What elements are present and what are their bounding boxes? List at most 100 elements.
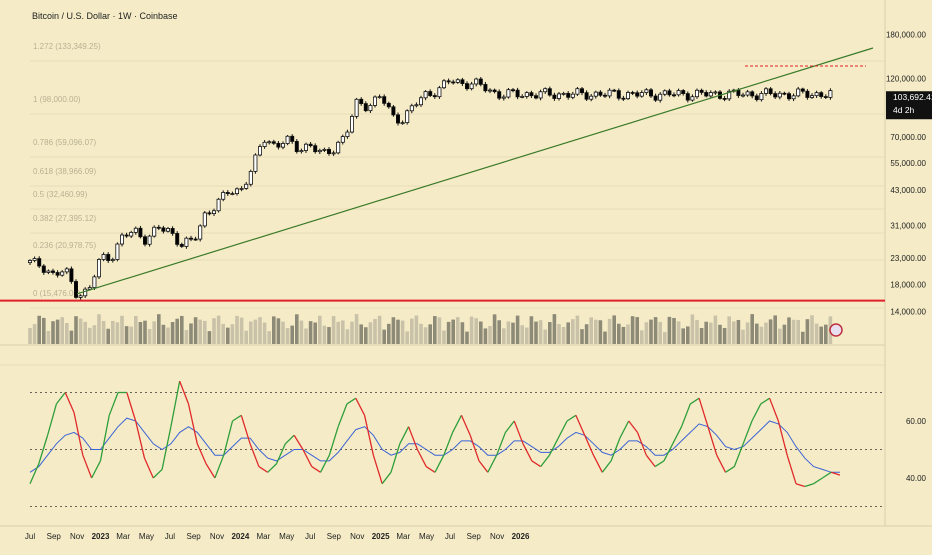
candle-body bbox=[695, 89, 700, 98]
candle-body bbox=[41, 265, 46, 273]
candle-body bbox=[598, 91, 603, 96]
time-tick-label: Jul bbox=[445, 532, 455, 541]
volume-bar bbox=[60, 317, 64, 344]
volume-bar bbox=[327, 327, 331, 344]
volume-bar bbox=[598, 320, 603, 344]
osc-main-segment bbox=[29, 463, 40, 484]
volume-bar bbox=[704, 321, 708, 344]
candle-body bbox=[469, 83, 474, 90]
osc-main-segment bbox=[161, 426, 172, 470]
candle-body bbox=[211, 210, 216, 215]
volume-bar bbox=[552, 314, 557, 344]
candle-body bbox=[262, 141, 267, 147]
osc-main-segment bbox=[214, 454, 225, 479]
candle-body bbox=[161, 227, 166, 232]
volume-bar bbox=[253, 319, 258, 344]
volume-bar bbox=[419, 323, 423, 344]
time-tick-label: May bbox=[419, 532, 434, 541]
candle-body bbox=[267, 141, 272, 144]
volume-bar bbox=[423, 327, 428, 344]
fib-level-label: 1.272 (133,349.25) bbox=[33, 42, 101, 51]
price-tick-label: 70,000.00 bbox=[890, 133, 926, 142]
candle-body bbox=[129, 232, 134, 237]
candle-body bbox=[764, 88, 769, 94]
volume-bar bbox=[304, 328, 308, 344]
candle-body bbox=[791, 95, 796, 100]
price-tick-label: 43,000.00 bbox=[890, 186, 926, 195]
volume-bar bbox=[55, 319, 60, 344]
candle-body bbox=[120, 234, 125, 245]
candle-body bbox=[768, 88, 773, 95]
osc-main-segment bbox=[328, 426, 339, 456]
volume-bar bbox=[147, 328, 152, 344]
osc-main-segment bbox=[628, 420, 639, 433]
candle-body bbox=[230, 193, 235, 195]
volume-bar bbox=[594, 319, 598, 344]
volume-bar bbox=[801, 331, 805, 344]
osc-main-segment bbox=[135, 420, 146, 459]
candle-body bbox=[101, 254, 106, 260]
osc-main-segment bbox=[645, 454, 656, 467]
candle-body bbox=[478, 78, 483, 85]
volume-bar bbox=[681, 328, 685, 344]
osc-main-segment bbox=[443, 432, 454, 456]
candle-body bbox=[409, 105, 414, 112]
osc-main-segment bbox=[768, 397, 779, 422]
osc-main-segment bbox=[319, 454, 330, 473]
time-tick-label: Sep bbox=[327, 532, 342, 541]
volume-bar bbox=[580, 329, 584, 344]
osc-main-segment bbox=[126, 392, 137, 422]
volume-bar bbox=[469, 316, 474, 344]
osc-main-segment bbox=[610, 437, 621, 462]
candle-body bbox=[506, 89, 511, 98]
osc-main-segment bbox=[416, 449, 427, 467]
time-tick-label: 2026 bbox=[512, 532, 530, 541]
candle-body bbox=[115, 243, 120, 260]
volume-bar bbox=[42, 317, 46, 344]
volume-bar bbox=[755, 323, 759, 344]
osc-main-segment bbox=[355, 397, 366, 416]
volume-bar bbox=[313, 322, 317, 344]
candle-body bbox=[782, 92, 787, 95]
volume-bar bbox=[745, 322, 750, 344]
candle-body bbox=[547, 88, 552, 96]
volume-bar bbox=[157, 314, 161, 344]
time-tick-label: Sep bbox=[467, 532, 482, 541]
volume-bar bbox=[216, 315, 221, 344]
candle-body bbox=[345, 131, 350, 137]
candle-body bbox=[649, 89, 654, 97]
candle-body bbox=[676, 90, 681, 96]
volume-bar bbox=[575, 315, 580, 344]
candle-body bbox=[616, 90, 621, 99]
volume-bar bbox=[281, 321, 285, 344]
candle-body bbox=[202, 212, 207, 227]
candle-body bbox=[639, 92, 644, 97]
volume-bar bbox=[805, 319, 810, 344]
osc-main-segment bbox=[531, 460, 542, 468]
volume-bar bbox=[699, 328, 704, 344]
candle-body bbox=[188, 237, 193, 240]
candle-body bbox=[46, 270, 51, 273]
candle-body bbox=[538, 91, 543, 99]
candle-body bbox=[713, 91, 718, 94]
volume-bar bbox=[819, 326, 823, 344]
candle-body bbox=[142, 236, 147, 245]
fib-level-label: 0.786 (59,096.07) bbox=[33, 138, 96, 147]
osc-main-segment bbox=[725, 466, 735, 473]
time-tick-label: Mar bbox=[396, 532, 410, 541]
osc-tick-label: 60.00 bbox=[906, 417, 927, 426]
osc-main-segment bbox=[407, 426, 418, 450]
candle-body bbox=[239, 187, 244, 190]
candle-body bbox=[253, 154, 258, 172]
candle-body bbox=[800, 88, 805, 92]
osc-main-segment bbox=[487, 454, 498, 473]
osc-tick-label: 40.00 bbox=[906, 474, 927, 483]
osc-main-segment bbox=[284, 434, 295, 445]
osc-main-segment bbox=[64, 392, 75, 413]
volume-bar bbox=[345, 329, 350, 344]
candle-body bbox=[165, 228, 170, 232]
volume-bar bbox=[170, 322, 175, 344]
candle-body bbox=[552, 94, 557, 99]
candle-body bbox=[428, 91, 433, 96]
